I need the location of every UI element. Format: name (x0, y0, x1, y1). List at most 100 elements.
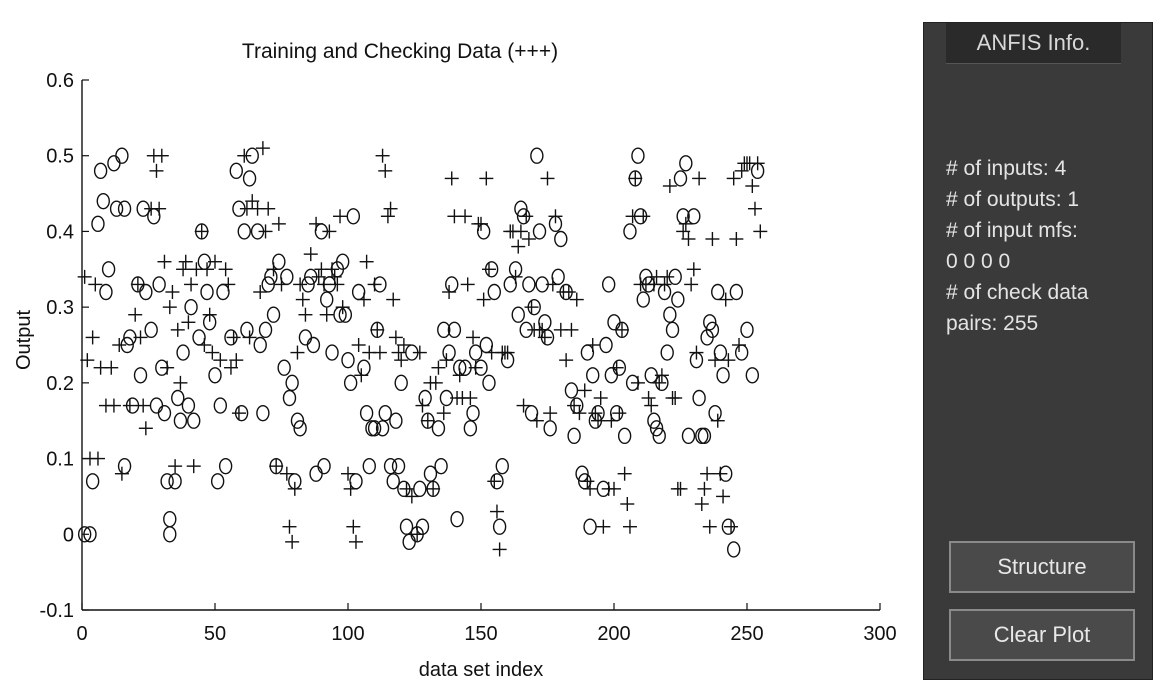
plus-point (604, 413, 619, 428)
plot-area: 0 50 100 150 200 250 300 -0.1 0 0.1 0.2 0.3 0.4 0.5 0.… (13, 40, 897, 681)
circle-point (663, 306, 677, 323)
plus-point (154, 148, 169, 163)
circle-point (402, 533, 416, 551)
plus-point (114, 466, 129, 481)
plus-point (439, 353, 454, 368)
circle-point (77, 526, 92, 543)
circle-point (623, 223, 637, 240)
structure-button[interactable]: Structure (949, 541, 1135, 593)
circle-point (277, 359, 291, 376)
plus-point (90, 451, 105, 466)
circle-point (554, 230, 568, 248)
plus-point (657, 277, 672, 292)
circle-point (237, 223, 251, 240)
circle-point (636, 291, 650, 308)
circle-point (551, 268, 565, 286)
circle-point (152, 276, 166, 293)
plus-point (359, 254, 374, 269)
x-axis-label: data set index (419, 659, 544, 681)
plus-point (173, 375, 188, 390)
circle-point (708, 404, 722, 422)
plus-point (668, 391, 683, 405)
circle-point (530, 147, 544, 164)
circle-point (378, 404, 392, 422)
plus-point (591, 413, 606, 428)
plus-point (205, 345, 220, 360)
plus-point (253, 285, 268, 299)
circle-point (601, 276, 616, 293)
plus-point (130, 277, 145, 292)
plus-point (724, 519, 739, 534)
plus-point (654, 368, 669, 383)
plus-point (420, 413, 435, 428)
circle-point (652, 427, 666, 445)
plus-point (261, 201, 276, 216)
circle-point (375, 420, 390, 437)
circle-point (133, 367, 148, 384)
x-tick-label: 0 (76, 623, 87, 645)
circle-point (242, 170, 257, 187)
circle-point (173, 412, 188, 429)
plus-point (168, 459, 183, 474)
plus-point (521, 232, 536, 246)
plus-point (567, 398, 582, 413)
circle-point (713, 344, 728, 361)
plus-point (585, 338, 600, 352)
plus-point (200, 262, 215, 277)
x-tick-label: 50 (204, 623, 226, 645)
circle-point (261, 276, 275, 293)
circle-point (229, 162, 243, 180)
plus-point (641, 391, 656, 405)
circle-point (734, 344, 749, 361)
circle-point (450, 510, 464, 528)
plus-point (327, 269, 342, 284)
plus-point (428, 375, 443, 390)
circle-point (583, 518, 597, 535)
plus-point (258, 224, 273, 239)
plus-point (274, 277, 289, 292)
plus-point (303, 247, 318, 262)
plus-point (513, 224, 528, 239)
plus-point (404, 489, 419, 504)
circle-point (325, 344, 339, 361)
circle-point (580, 344, 595, 361)
y-axis-label: Output (13, 310, 35, 370)
circle-point (447, 321, 462, 339)
axis-labels: 0 50 100 150 200 250 300-0.100.10.20.30.40.50.… (13, 40, 897, 681)
clear-plot-button[interactable]: Clear Plot (949, 609, 1135, 661)
panel-title: ANFIS Info. (946, 23, 1121, 64)
plus-point (580, 474, 595, 489)
plus-point (386, 292, 401, 307)
circle-point (184, 298, 198, 316)
plus-point (716, 489, 731, 504)
plus-point (487, 474, 502, 489)
circle-point (343, 374, 358, 392)
circle-point (91, 215, 105, 233)
plus-point (367, 277, 382, 292)
y-tick-label: 0 (63, 524, 74, 546)
plus-point (341, 466, 355, 481)
plus-point (476, 292, 491, 307)
y-tick-label: 0.1 (46, 449, 74, 471)
plus-point (481, 262, 496, 277)
circle-point (532, 223, 547, 240)
circle-point (346, 208, 361, 225)
plus-point (583, 481, 598, 496)
circle-point (335, 253, 350, 270)
plus-point (394, 353, 409, 368)
plus-point (479, 171, 494, 186)
plus-point (162, 300, 177, 315)
circle-point (383, 457, 398, 475)
data-marks (77, 141, 768, 558)
circle-point (679, 155, 693, 172)
plus-point (468, 360, 483, 375)
circle-point (705, 321, 720, 339)
circle-point (109, 200, 124, 217)
circle-point (359, 404, 374, 422)
plus-point (186, 459, 201, 474)
plus-point (333, 209, 348, 224)
plus-point (628, 171, 643, 186)
plus-point (710, 413, 725, 428)
plus-point (652, 375, 667, 390)
plus-point (662, 179, 677, 193)
